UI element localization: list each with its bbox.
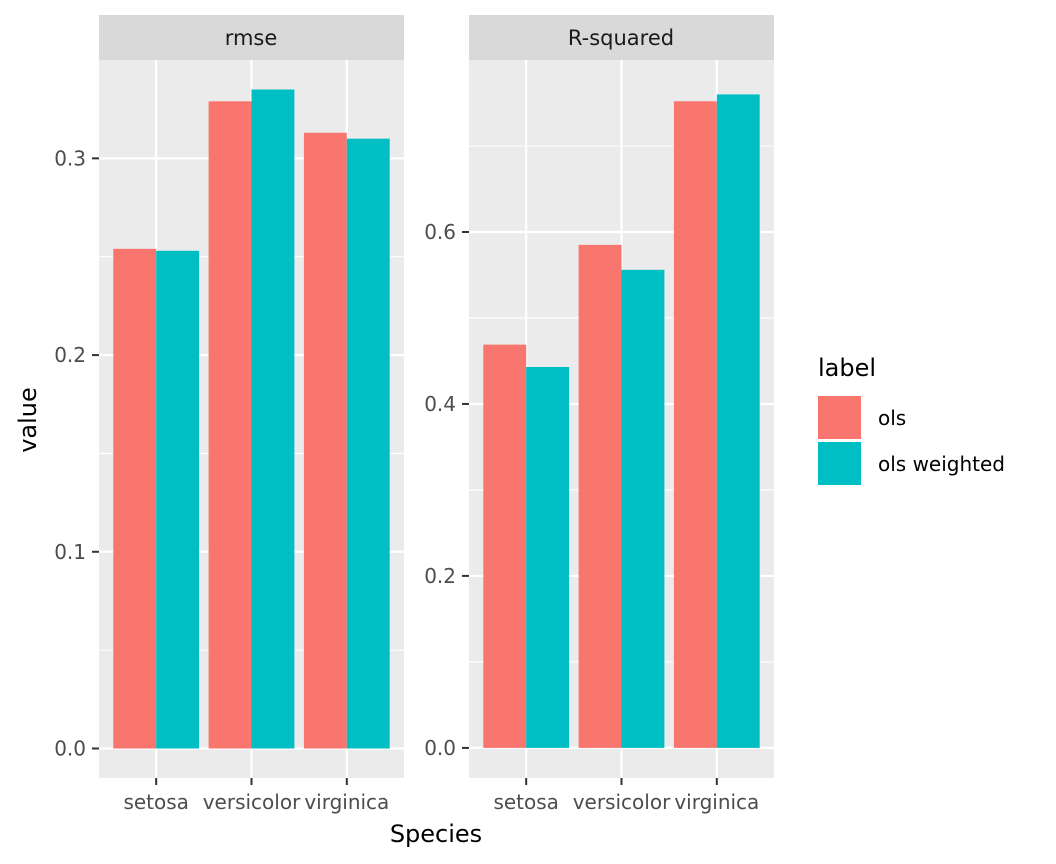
facet-rmse: rmse 0.0 0.1 0.2 0.3 setosa versicolor v… xyxy=(54,15,404,814)
facet-r-squared-x-axis: setosa versicolor virginica xyxy=(493,778,759,814)
x-tick-label-virginica: virginica xyxy=(304,790,389,814)
x-tick-label-virginica: virginica xyxy=(674,790,759,814)
facet-r-squared: R-squared 0.0 0.2 0.4 0.6 setosa versico… xyxy=(424,15,774,814)
x-axis-title: Species xyxy=(390,820,482,848)
bar-ols-virginica xyxy=(673,101,717,748)
bar-ols-weighted-setosa xyxy=(156,250,200,749)
facet-rmse-strip xyxy=(99,15,404,60)
bar-ols-weighted-versicolor xyxy=(621,269,665,748)
bar-ols-weighted-virginica xyxy=(716,94,760,748)
bar-ols-versicolor xyxy=(578,244,622,748)
bar-ols-weighted-virginica xyxy=(346,138,390,749)
y-tick-label: 0.2 xyxy=(54,343,86,367)
x-tick-label-versicolor: versicolor xyxy=(573,790,671,814)
facet-rmse-title: rmse xyxy=(225,26,278,50)
y-tick-label: 0.4 xyxy=(424,392,456,416)
legend-title: label xyxy=(818,354,876,382)
y-tick-label: 0.0 xyxy=(54,736,86,760)
bar-ols-weighted-versicolor xyxy=(251,89,295,749)
y-tick-label: 0.2 xyxy=(424,564,456,588)
legend-key-ols xyxy=(818,396,861,439)
facet-rmse-x-axis: setosa versicolor virginica xyxy=(123,778,389,814)
x-tick-label-setosa: setosa xyxy=(493,790,558,814)
bar-ols-weighted-setosa xyxy=(526,366,570,748)
legend-label-ols: ols xyxy=(878,406,906,430)
bar-ols-virginica xyxy=(303,132,347,749)
facet-r-squared-bars xyxy=(483,94,760,748)
x-tick-label-setosa: setosa xyxy=(123,790,188,814)
bar-ols-setosa xyxy=(113,248,157,749)
y-tick-label: 0.0 xyxy=(424,736,456,760)
legend: label ols ols weighted xyxy=(818,354,1005,485)
facet-rmse-bars xyxy=(113,89,390,749)
y-tick-label: 0.6 xyxy=(424,220,456,244)
facet-r-squared-title: R-squared xyxy=(568,26,674,50)
y-axis-title: value xyxy=(14,387,42,453)
facet-rmse-y-axis: 0.0 0.1 0.2 0.3 xyxy=(54,146,99,760)
y-tick-label: 0.3 xyxy=(54,146,86,170)
bar-ols-setosa xyxy=(483,344,527,748)
bar-ols-versicolor xyxy=(208,101,252,749)
facet-r-squared-y-axis: 0.0 0.2 0.4 0.6 xyxy=(424,220,469,760)
y-tick-label: 0.1 xyxy=(54,540,86,564)
x-tick-label-versicolor: versicolor xyxy=(203,790,301,814)
facet-r-squared-strip xyxy=(469,15,774,60)
legend-key-ols-weighted xyxy=(818,442,861,485)
legend-label-ols-weighted: ols weighted xyxy=(878,452,1005,476)
